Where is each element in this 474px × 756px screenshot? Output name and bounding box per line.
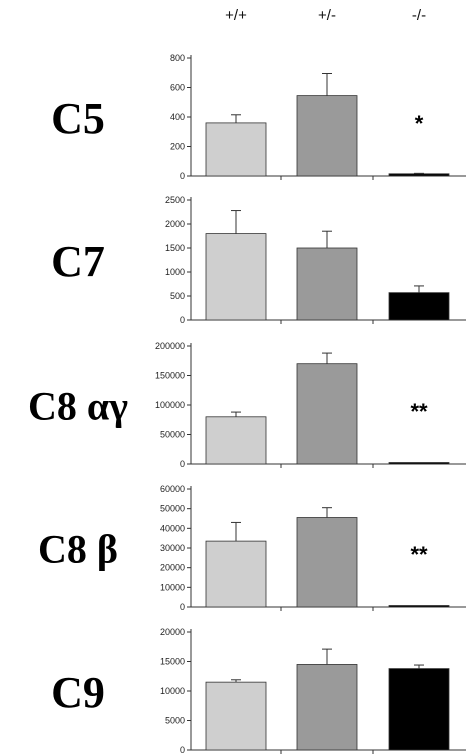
chart-panel: C8 β 0 10000 20000 30000 40000 50000 60000 ** — [38, 484, 466, 612]
significance-label: ** — [410, 399, 428, 424]
bar — [388, 292, 450, 321]
y-tick-label: 10000 — [160, 582, 185, 592]
bar — [388, 173, 450, 177]
y-tick-label: 40000 — [160, 523, 185, 533]
y-tick-label: 800 — [170, 53, 185, 63]
chart-panel: C5 0 200 400 600 800 * — [51, 53, 466, 181]
y-tick-label: 150000 — [155, 371, 185, 381]
bar — [205, 416, 267, 465]
genotype-header: +/+ +/- -/- — [225, 7, 426, 24]
y-tick-label: 2500 — [165, 195, 185, 205]
panel-label: C8 β — [38, 526, 118, 571]
chart-panels: C5 0 200 400 600 800 * C7 0 500 1000 1500 2000 2500 C8… — [28, 53, 466, 755]
significance-label: * — [415, 111, 424, 136]
y-tick-label: 20000 — [160, 627, 185, 637]
bar — [388, 605, 450, 608]
chart-panel: C8 αγ 0 50000 100000 150000 200000 ** — [28, 341, 466, 469]
y-tick-label: 1500 — [165, 243, 185, 253]
genotype-label-het: +/- — [318, 7, 336, 24]
panel-label: C9 — [51, 668, 105, 717]
panel-label: C5 — [51, 94, 105, 143]
bar — [296, 664, 358, 751]
panel-label: C7 — [51, 237, 105, 286]
y-tick-label: 10000 — [160, 686, 185, 696]
panel-label: C8 αγ — [28, 383, 128, 428]
y-tick-label: 0 — [180, 602, 185, 612]
y-tick-label: 50000 — [160, 504, 185, 514]
y-tick-label: 5000 — [165, 716, 185, 726]
bar — [388, 668, 450, 751]
y-tick-label: 15000 — [160, 657, 185, 667]
y-tick-label: 60000 — [160, 484, 185, 494]
y-tick-label: 0 — [180, 171, 185, 181]
genotype-label-wt: +/+ — [225, 7, 247, 24]
y-tick-label: 20000 — [160, 563, 185, 573]
y-tick-label: 50000 — [160, 430, 185, 440]
bar — [205, 233, 267, 321]
y-tick-label: 1000 — [165, 267, 185, 277]
bar — [296, 95, 358, 177]
bar — [296, 517, 358, 608]
y-tick-label: 200000 — [155, 341, 185, 351]
y-tick-label: 0 — [180, 459, 185, 469]
chart-panel: C7 0 500 1000 1500 2000 2500 — [51, 195, 466, 325]
y-tick-label: 500 — [170, 291, 185, 301]
y-tick-label: 400 — [170, 112, 185, 122]
y-tick-label: 600 — [170, 83, 185, 93]
significance-label: ** — [410, 542, 428, 567]
bar — [388, 462, 450, 465]
y-tick-label: 2000 — [165, 219, 185, 229]
genotype-label-ko: -/- — [412, 7, 426, 24]
bar — [296, 363, 358, 465]
y-tick-label: 0 — [180, 745, 185, 755]
bar — [205, 540, 267, 608]
y-tick-label: 200 — [170, 142, 185, 152]
y-tick-label: 30000 — [160, 543, 185, 553]
y-tick-label: 100000 — [155, 400, 185, 410]
bar — [205, 122, 267, 177]
bar — [205, 681, 267, 751]
bar — [296, 247, 358, 321]
chart-panel: C9 0 5000 10000 15000 20000 — [51, 627, 466, 755]
y-tick-label: 0 — [180, 315, 185, 325]
